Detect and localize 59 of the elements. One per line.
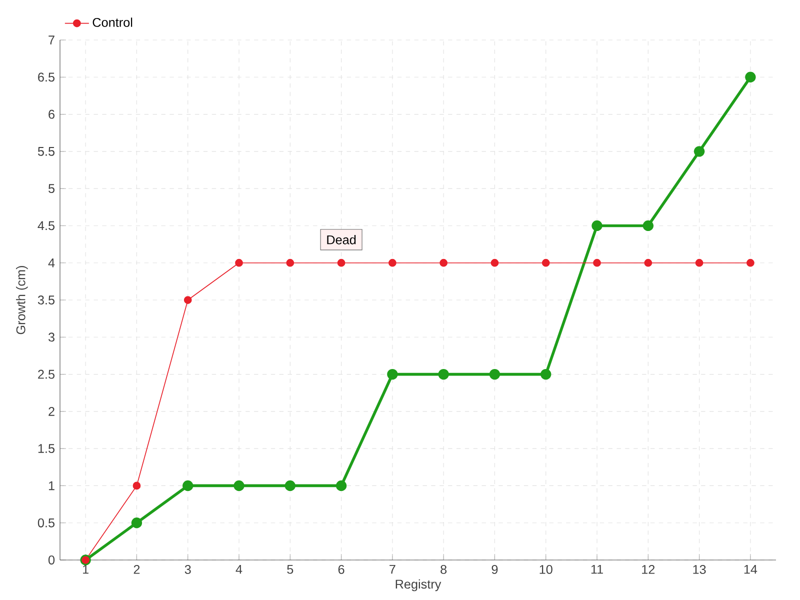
point — [388, 258, 396, 267]
y-tick-label: 6 — [48, 110, 54, 119]
y-tick-label: 4 — [48, 258, 55, 268]
x-tick-label: 10 — [540, 564, 552, 574]
x-tick-label: 2 — [134, 564, 140, 574]
y-tick-label: 2.5 — [38, 370, 54, 379]
point — [542, 258, 550, 267]
x-tick-label: 1 — [83, 564, 88, 574]
point — [234, 480, 244, 492]
point — [746, 258, 754, 267]
point — [644, 258, 652, 267]
point — [695, 258, 704, 267]
y-axis-title: Growth (cm) — [16, 266, 28, 334]
point — [336, 480, 347, 492]
y-tick-label: 3.5 — [38, 296, 54, 304]
point — [540, 368, 552, 380]
y-tick-label: 1 — [48, 481, 54, 490]
x-axis-title: Registry — [396, 579, 442, 592]
x-tick-label: 3 — [184, 564, 191, 574]
y-tick-label: 6.5 — [38, 72, 54, 82]
point — [592, 220, 602, 232]
x-tick-label: 12 — [642, 564, 655, 574]
y-tick-label: 2 — [48, 407, 54, 416]
point — [438, 368, 449, 380]
point — [489, 368, 500, 380]
x-tick-label: 6 — [338, 564, 344, 574]
x-tick-label: 5 — [287, 564, 294, 574]
x-tick-label: 14 — [744, 564, 758, 574]
point — [235, 258, 243, 267]
x-tick-label: 8 — [440, 564, 447, 574]
point — [642, 220, 654, 232]
y-tick-label: 4.5 — [38, 221, 54, 230]
point — [284, 480, 296, 492]
legend-label: Control — [92, 18, 132, 27]
point — [490, 258, 499, 267]
point — [694, 146, 705, 157]
y-tick-label: 5.5 — [38, 147, 54, 156]
y-tick-label: 5 — [48, 184, 54, 193]
y-tick-label: 3 — [48, 332, 54, 342]
point — [132, 482, 141, 490]
point — [131, 518, 142, 528]
point — [184, 296, 192, 304]
x-tick-label: 13 — [693, 564, 706, 574]
y-tick-label: 1.5 — [38, 444, 54, 453]
annotation: Dead — [327, 235, 356, 244]
y-tick-label: 7 — [48, 36, 54, 44]
point — [440, 258, 448, 267]
point — [286, 258, 294, 267]
point — [387, 368, 398, 380]
point — [745, 72, 756, 82]
x-tick-label: 9 — [492, 564, 498, 574]
point — [182, 480, 194, 492]
x-tick-label: 11 — [591, 564, 603, 574]
x-tick-label: 7 — [390, 564, 396, 574]
x-tick-label: 4 — [236, 564, 242, 574]
point — [593, 258, 601, 267]
y-tick-label: 0 — [48, 556, 55, 564]
y-tick-label: 0.5 — [38, 518, 54, 528]
point — [337, 258, 346, 267]
